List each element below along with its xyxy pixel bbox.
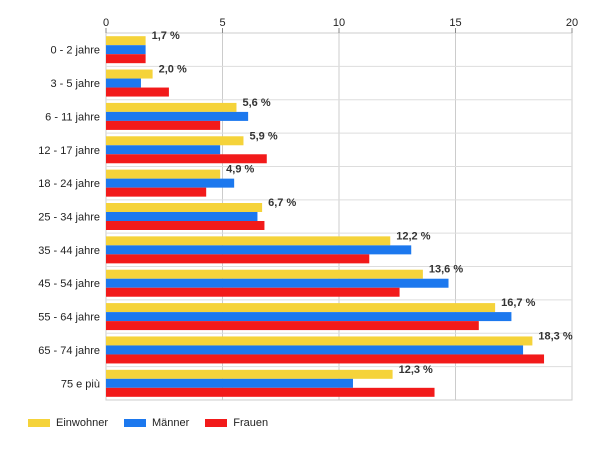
bar-einwohner	[106, 136, 244, 146]
bar-frauen	[106, 287, 400, 297]
bar-mnner	[106, 345, 524, 355]
bar-frauen	[106, 54, 146, 64]
bar-einwohner	[106, 102, 237, 112]
bar-mnner	[106, 378, 353, 388]
y-category-label: 18 - 24 jahre	[38, 178, 100, 190]
legend-swatch-maenner	[123, 419, 146, 427]
legend-item-einwohner: Einwohner	[28, 417, 108, 429]
bar-einwohner	[106, 36, 146, 46]
legend-swatch-einwohner	[28, 419, 50, 427]
data-label: 2,0 %	[159, 64, 187, 76]
data-label: 18,3 %	[538, 330, 572, 342]
y-category-label: 35 - 44 jahre	[38, 245, 100, 257]
data-label: 4,9 %	[226, 164, 254, 176]
bar-frauen	[106, 254, 370, 264]
data-label: 13,6 %	[429, 264, 463, 276]
bar-chart: 0 5 10 15 20 0 - 2 jahre 1,7 % 3 - 5 jahre 2,0 %…	[38, 17, 578, 401]
x-tick-label: 5	[219, 17, 225, 29]
bar-einwohner	[106, 303, 496, 313]
bar-einwohner	[106, 236, 391, 246]
data-label: 6,7 %	[268, 197, 296, 209]
labels: 0 5 10 15 20 0 - 2 jahre 1,7 % 3 - 5 jahre 2,0 %…	[38, 17, 578, 390]
bar-frauen	[106, 387, 435, 397]
bar-einwohner	[106, 269, 423, 279]
bar-mnner	[106, 212, 258, 221]
bar-mnner	[106, 312, 512, 322]
bar-einwohner	[106, 169, 221, 179]
bar-mnner	[106, 145, 221, 155]
bar-einwohner	[106, 336, 533, 346]
y-category-label: 25 - 34 jahre	[38, 212, 100, 224]
y-category-label: 75 e più	[61, 378, 100, 390]
bars	[106, 36, 545, 397]
legend-item-frauen: Frauen	[205, 417, 268, 429]
bar-mnner	[106, 178, 235, 188]
x-tick-label: 0	[103, 17, 109, 29]
legend-label-maenner: Männer	[151, 417, 190, 429]
bar-frauen	[106, 120, 221, 130]
grid-lines	[105, 28, 573, 401]
data-label: 16,7 %	[501, 297, 535, 309]
legend-label-frauen: Frauen	[233, 417, 269, 429]
data-label: 12,3 %	[399, 364, 433, 376]
legend-swatch-frauen	[205, 419, 228, 427]
bar-frauen	[106, 187, 207, 197]
bar-frauen	[106, 221, 265, 230]
y-category-label: 45 - 54 jahre	[38, 278, 100, 290]
bar-frauen	[106, 87, 169, 97]
x-tick-label: 20	[566, 17, 578, 29]
legend-item-maenner: Männer	[123, 417, 190, 429]
bar-frauen	[106, 354, 545, 364]
bar-mnner	[106, 111, 249, 121]
y-category-label: 12 - 17 jahre	[38, 145, 100, 157]
y-category-label: 6 - 11 jahre	[45, 111, 100, 123]
y-category-label: 55 - 64 jahre	[38, 312, 100, 324]
bar-frauen	[106, 154, 267, 164]
data-label: 1,7 %	[152, 30, 180, 42]
x-tick-label: 15	[449, 17, 461, 29]
y-category-label: 3 - 5 jahre	[50, 78, 100, 90]
bar-frauen	[106, 321, 479, 331]
legend-label-einwohner: Einwohner	[56, 417, 108, 429]
x-tick-label: 10	[333, 17, 345, 29]
bar-einwohner	[106, 203, 263, 212]
bar-einwohner	[106, 369, 393, 379]
y-category-label: 65 - 74 jahre	[38, 345, 100, 357]
data-label: 5,6 %	[242, 97, 270, 109]
y-category-label: 0 - 2 jahre	[50, 45, 100, 57]
data-label: 12,2 %	[396, 230, 430, 242]
bar-mnner	[106, 278, 449, 288]
bar-mnner	[106, 245, 412, 255]
legend: Einwohner Männer Frauen	[28, 417, 284, 429]
bar-einwohner	[106, 69, 153, 79]
data-label: 5,9 %	[249, 130, 277, 142]
bar-mnner	[106, 78, 141, 88]
bar-mnner	[106, 45, 146, 55]
